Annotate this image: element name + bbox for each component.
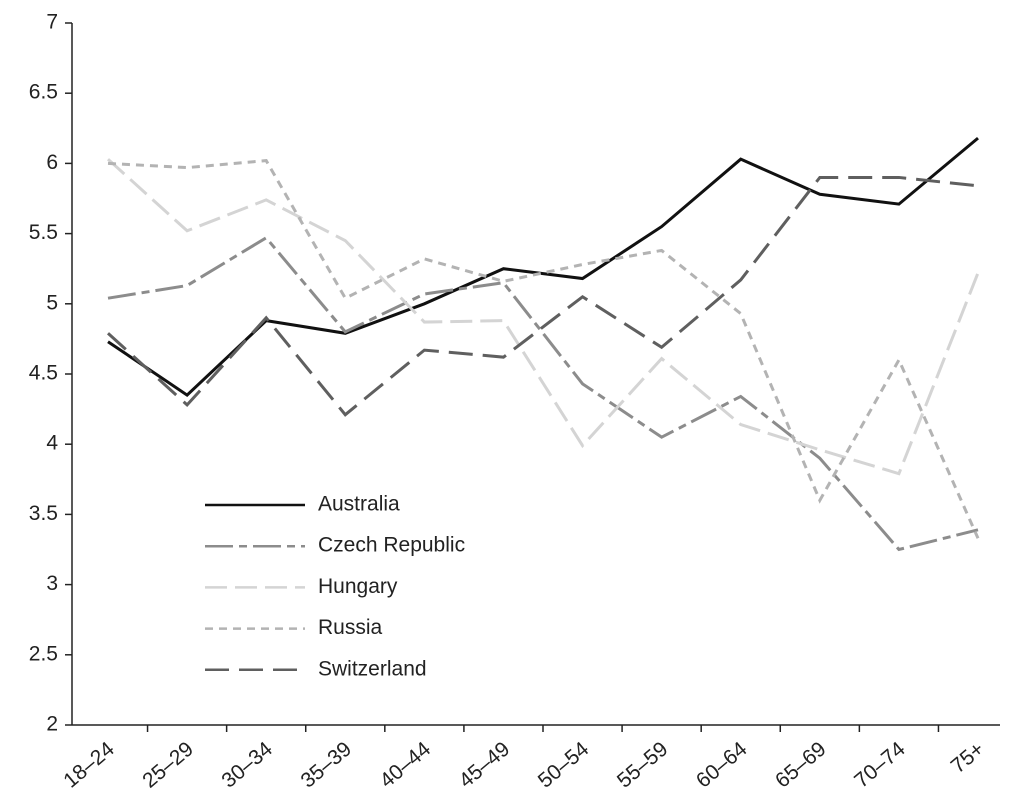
y-tick-label: 4: [46, 432, 58, 455]
series-line: [107, 235, 979, 552]
series-line: [106, 158, 980, 476]
x-tick-label: 75+: [947, 737, 989, 778]
x-tick-label: 18–24: [59, 737, 119, 792]
y-tick-label: 7: [46, 11, 58, 34]
x-tick-label: 25–29: [138, 737, 198, 792]
x-tick-label: 30–34: [217, 737, 277, 792]
y-tick-label: 3: [46, 572, 58, 595]
y-tick-label: 6: [46, 151, 58, 174]
y-tick-label: 2.5: [29, 642, 58, 665]
legend-label: Australia: [318, 493, 400, 516]
legend-label: Hungary: [318, 575, 398, 598]
y-tick-label: 3.5: [29, 502, 58, 525]
y-tick-label: 5.5: [29, 221, 58, 244]
y-tick-label: 2: [46, 713, 58, 736]
x-tick-label: 60–64: [692, 737, 752, 792]
y-tick-label: 6.5: [29, 81, 58, 104]
x-tick-label: 70–74: [850, 737, 910, 792]
y-tick-label: 4.5: [29, 362, 58, 385]
x-tick-label: 50–54: [534, 737, 594, 792]
series-line: [107, 159, 980, 539]
legend-label: Switzerland: [318, 657, 427, 680]
y-tick-label: 5: [46, 291, 58, 314]
x-tick-label: 65–69: [771, 737, 831, 792]
x-tick-label: 45–49: [455, 737, 515, 792]
x-tick-label: 40–44: [376, 737, 436, 792]
series-line: [106, 175, 979, 417]
x-tick-label: 55–59: [613, 737, 673, 792]
legend-label: Russia: [318, 616, 383, 639]
series-line: [107, 136, 979, 397]
x-tick-label: 35–39: [297, 737, 357, 792]
legend-label: Czech Republic: [318, 534, 465, 557]
